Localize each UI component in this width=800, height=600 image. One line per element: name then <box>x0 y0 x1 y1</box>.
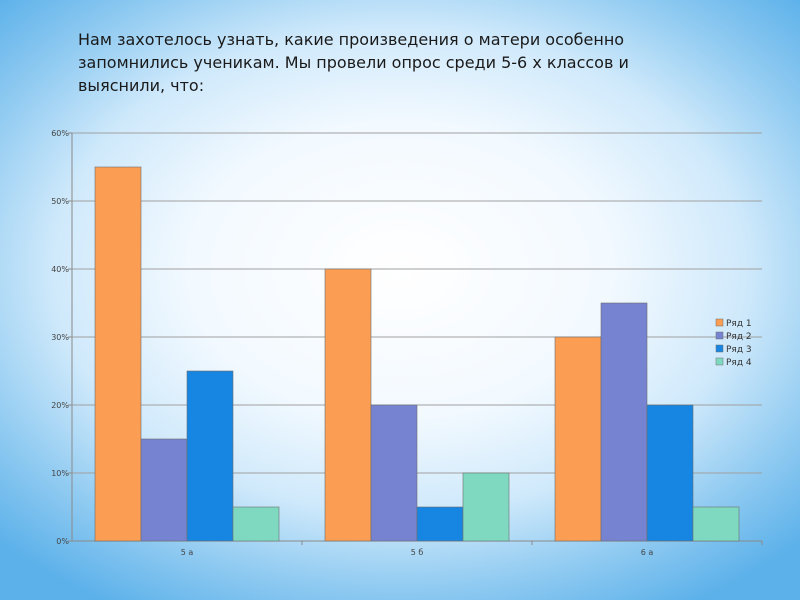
y-tick-label: 60% <box>51 129 69 138</box>
bar <box>232 506 280 542</box>
y-tick-label: 40% <box>51 265 69 274</box>
bar <box>370 404 418 542</box>
bar <box>324 268 372 542</box>
bar <box>186 370 234 542</box>
legend-swatch <box>715 331 724 340</box>
y-tick-label: 30% <box>51 333 69 342</box>
y-tick-label: 20% <box>51 401 69 410</box>
x-tick-label: 5 б <box>411 548 424 557</box>
legend-label: Ряд 4 <box>726 358 752 368</box>
y-tick-label: 0% <box>56 537 69 546</box>
legend-label: Ряд 1 <box>726 319 752 329</box>
y-tick-label: 50% <box>51 197 69 206</box>
bar <box>462 472 510 542</box>
bar <box>416 506 464 542</box>
legend-label: Ряд 2 <box>726 332 752 342</box>
legend-swatch <box>715 357 724 366</box>
bar <box>646 404 694 542</box>
legend-swatch <box>715 318 724 327</box>
bar <box>140 438 188 542</box>
x-tick-label: 5 а <box>181 548 194 557</box>
bar <box>554 336 602 542</box>
x-tick-label: 6 а <box>641 548 654 557</box>
bar <box>600 302 648 542</box>
bar <box>692 506 740 542</box>
bar <box>94 166 142 542</box>
legend-label: Ряд 3 <box>726 345 752 355</box>
legend-swatch <box>715 344 724 353</box>
slide-text: Нам захотелось узнать, какие произведени… <box>78 30 629 95</box>
y-tick-label: 10% <box>51 469 69 478</box>
